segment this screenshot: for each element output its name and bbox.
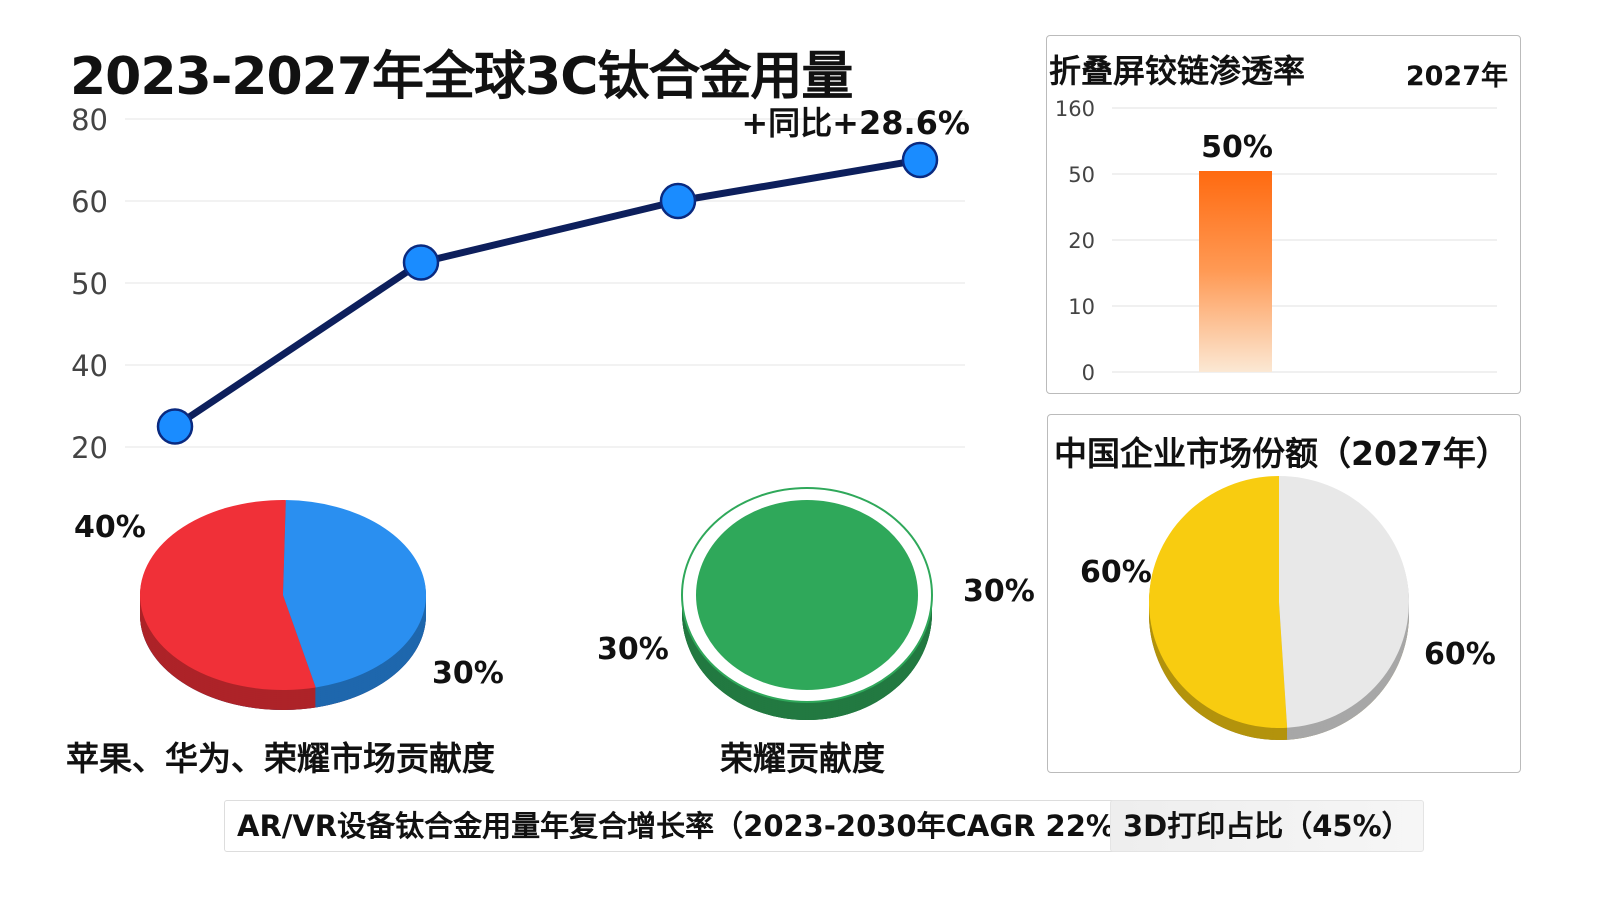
pie-chart-honor bbox=[681, 487, 933, 720]
pie-caption: 苹果、华为、荣耀市场贡献度 bbox=[66, 739, 495, 778]
pie-slice bbox=[283, 500, 427, 688]
bar-chart-title: 折叠屏铰链渗透率 bbox=[1049, 52, 1306, 90]
pie-label: 60% bbox=[1424, 637, 1496, 672]
y-tick-label: 0 bbox=[1082, 361, 1095, 385]
cagr-label: AR/VR设备钛合金用量年复合增长率（2023-2030年CAGR 22%） bbox=[224, 800, 1157, 852]
pie-label: 60% bbox=[1080, 555, 1152, 590]
pie-label: 40% bbox=[74, 510, 146, 545]
pie-label: 30% bbox=[432, 656, 504, 691]
pie-slice bbox=[1279, 476, 1410, 728]
data-point bbox=[901, 141, 939, 179]
pie-label: 30% bbox=[597, 632, 669, 667]
bar-chart: 160 50 20 10 0 50% bbox=[1055, 97, 1497, 385]
market-share-panel: 中国企业市场份额（2027年） 60% 60% bbox=[1047, 414, 1521, 773]
y-tick-label: 50 bbox=[1068, 163, 1095, 187]
data-point bbox=[402, 244, 440, 281]
pie-slice bbox=[1149, 476, 1288, 728]
line-chart: 80 60 50 40 20 +同比+28.6% bbox=[71, 103, 970, 465]
bar bbox=[1199, 171, 1272, 372]
pie-label: 30% bbox=[963, 574, 1035, 609]
annotation: +同比+28.6% bbox=[741, 104, 970, 142]
data-point bbox=[156, 408, 194, 445]
pie-slice bbox=[696, 500, 918, 595]
y-tick-label: 40 bbox=[71, 349, 108, 383]
pie-chart-china-share bbox=[1148, 476, 1410, 740]
bar-chart-panel: 折叠屏铰链渗透率 2027年 160 50 20 10 0 50% bbox=[1046, 35, 1521, 394]
pie-caption: 荣耀贡献度 bbox=[720, 739, 885, 778]
bar-data-label: 50% bbox=[1201, 130, 1273, 165]
pie-caption: 中国企业市场份额（2027年） bbox=[1054, 434, 1509, 473]
pie-slice bbox=[140, 500, 316, 690]
page-title: 2023-2027年全球3C钛合金用量 bbox=[70, 47, 853, 107]
y-tick-label: 20 bbox=[71, 431, 108, 465]
y-tick-label: 10 bbox=[1068, 295, 1095, 319]
pie-chart-brands bbox=[140, 500, 427, 710]
y-tick-label: 20 bbox=[1068, 229, 1095, 253]
data-line bbox=[173, 156, 921, 430]
y-tick-label: 80 bbox=[71, 103, 108, 137]
data-point bbox=[659, 182, 697, 220]
bar-chart-subtitle: 2027年 bbox=[1405, 61, 1508, 92]
pie-slice bbox=[696, 595, 918, 690]
y-tick-label: 50 bbox=[71, 267, 108, 301]
print3d-label: 3D打印占比（45%） bbox=[1110, 800, 1424, 852]
y-tick-label: 160 bbox=[1055, 97, 1095, 121]
y-tick-label: 60 bbox=[71, 185, 108, 219]
